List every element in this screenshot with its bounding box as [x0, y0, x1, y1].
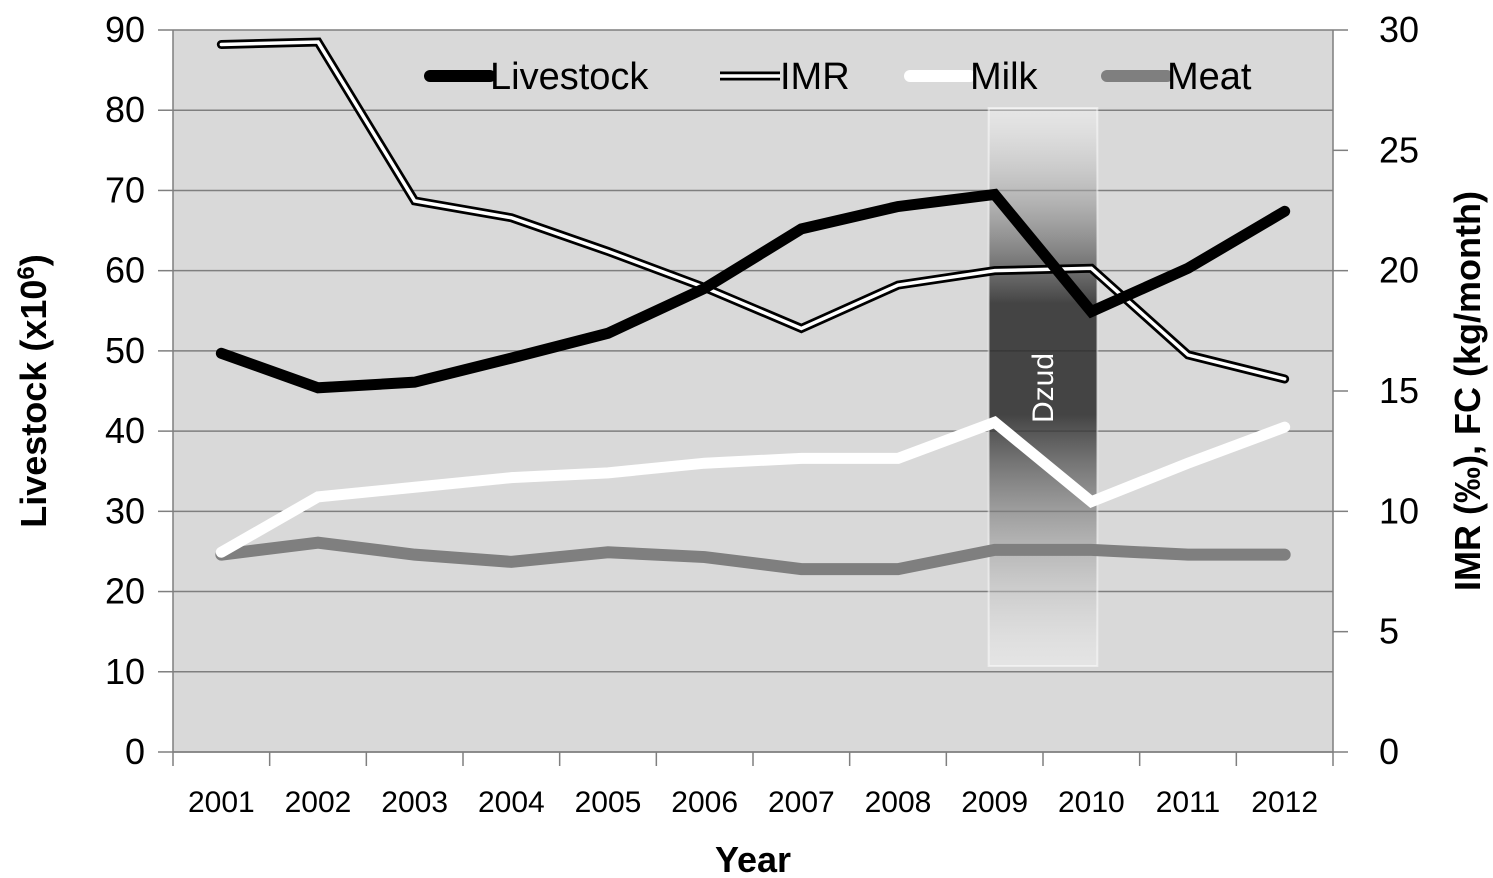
series-imr-line	[219, 40, 1287, 381]
legend: Livestock IMR Milk Meat	[424, 56, 1252, 98]
x-axis-title: Year	[715, 839, 791, 878]
x-tick-label: 2011	[1156, 786, 1221, 819]
y-right-tick-label: 0	[1379, 731, 1399, 772]
series-milk-line	[215, 416, 1291, 558]
y-left-tick-label: 30	[105, 490, 145, 531]
x-tick-label: 2003	[381, 786, 448, 819]
annotations: Dzud	[987, 107, 1099, 667]
x-tick-label: 2007	[768, 786, 835, 819]
x-tick-label: 2005	[575, 786, 642, 819]
y-left-tick-label: 40	[105, 410, 145, 451]
grid-lines	[173, 29, 1333, 753]
y-right-tick-label: 30	[1379, 9, 1419, 50]
x-tick-label: 2009	[961, 786, 1028, 819]
y-right-tick-label: 20	[1379, 250, 1419, 291]
x-tick-label: 2012	[1251, 786, 1318, 819]
y-left-tick-label: 50	[105, 330, 145, 371]
y-left-tick-label: 90	[105, 9, 145, 50]
y-left-tick-label: 60	[105, 250, 145, 291]
y-axis-left-title: Livestock (x106)	[13, 254, 54, 528]
y-right-tick-label: 10	[1379, 490, 1419, 531]
series-layer	[215, 37, 1291, 576]
x-tick-label: 2010	[1058, 786, 1125, 819]
legend-label: IMR	[780, 56, 850, 98]
legend-label: Milk	[970, 56, 1039, 98]
plot-area	[173, 30, 1333, 752]
x-tick-label: 2002	[285, 786, 352, 819]
y-left-tick-label: 0	[125, 731, 145, 772]
y-left-tick-label: 80	[105, 89, 145, 130]
series-livestock-line	[215, 188, 1291, 394]
y-right-tick-label: 15	[1379, 370, 1419, 411]
axes: 0 10 20 30 40 50 60 70 80 90 0 5 10 15 20 25 30 2001 2002 2…	[105, 9, 1419, 819]
y-left-tick-label: 10	[105, 651, 145, 692]
y-right-tick-label: 25	[1379, 129, 1419, 170]
y-left-tick-label: 20	[105, 571, 145, 612]
y-right-tick-label: 5	[1379, 611, 1399, 652]
x-tick-label: 2008	[865, 786, 932, 819]
legend-label: Meat	[1167, 56, 1252, 98]
x-tick-label: 2001	[188, 786, 255, 819]
legend-label: Livestock	[490, 56, 649, 98]
y-left-tick-label: 70	[105, 169, 145, 210]
x-tick-label: 2004	[478, 786, 545, 819]
x-tick-label: 2006	[671, 786, 738, 819]
dzud-label: Dzud	[1027, 353, 1060, 423]
series-meat-line	[215, 536, 1291, 576]
y-axis-right-title: IMR (‰), FC (kg/month)	[1447, 191, 1488, 591]
